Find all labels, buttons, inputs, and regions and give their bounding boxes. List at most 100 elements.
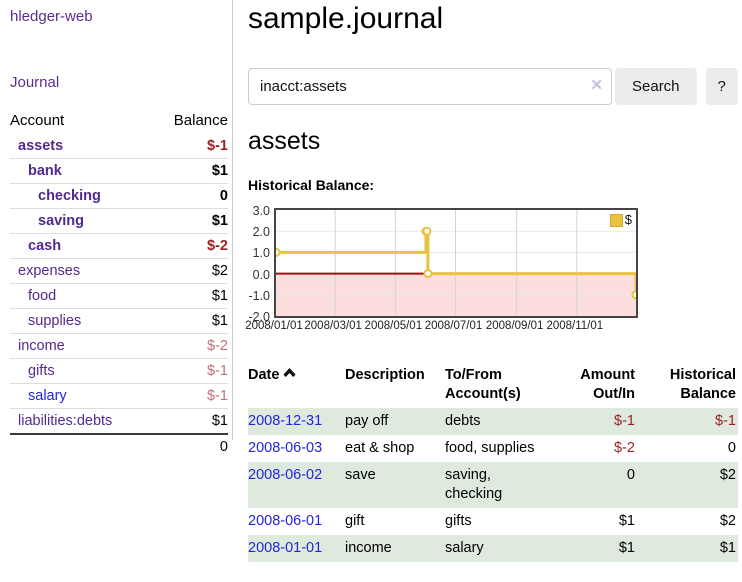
transaction-description: income [345,535,445,562]
account-balance: $1 [152,283,228,309]
account-link[interactable]: checking [38,188,101,204]
transaction-balance: 0 [727,440,736,456]
account-row: income $-2 [10,333,228,359]
chart-plot-area[interactable]: $ [271,208,641,318]
accounts-total-row: 0 [10,433,228,459]
account-row: expenses $2 [10,258,228,284]
chart-y-axis: 3.0 2.0 1.0 0.0 -1.0 -2.0 [248,205,270,324]
account-row: food $1 [10,283,228,309]
register-row: 2008-01-01 income salary $1 $1 [248,535,738,562]
transaction-balance: $-1 [643,408,738,435]
account-balance: $1 [152,158,228,184]
accounts-column-header: Account [10,112,65,129]
search-bar: ✕ Search ? [248,68,738,105]
transaction-amount: 0 [551,462,643,508]
account-balance: $1 [152,408,228,434]
accounts-table-header: Account Balance [10,109,228,134]
chart-title: Historical Balance: [248,177,375,193]
transaction-amount: $1 [618,513,635,529]
description-column-header: Description [345,367,425,383]
transaction-date-link[interactable]: 2008-06-03 [248,440,323,456]
x-axis-tick-label: 2008/03/01 [304,320,362,332]
y-axis-tick-label: -2.0 [248,310,270,324]
chart-x-axis: 2008/01/01 2008/03/01 2008/05/01 2008/07/01… [245,320,638,336]
register-table: Date Description To/From Account(s) Amou… [248,364,738,562]
account-link[interactable]: expenses [18,263,81,279]
transaction-amount: $-2 [614,440,635,456]
transaction-accounts: food, supplies [445,440,535,456]
transaction-accounts: gifts [445,513,472,529]
historical-balance-chart: 3.0 2.0 1.0 0.0 -1.0 -2.0 $ 2008/01/01 2008/03… [245,205,738,338]
account-balance: $2 [152,258,228,284]
transaction-amount: $1 [551,535,643,562]
page-title: sample.journal [248,2,444,35]
help-button[interactable]: ? [705,68,738,105]
account-link[interactable]: supplies [28,313,82,329]
account-row: liabilities:debts $1 [10,408,228,434]
transaction-date-link[interactable]: 2008-06-02 [248,467,323,483]
account-balance: $1 [152,208,228,234]
sidebar-item-journal[interactable]: Journal [10,74,60,91]
date-column-header[interactable]: Date [248,364,345,408]
balance-column-header: Balance [173,112,228,129]
transaction-date-link[interactable]: 2008-12-31 [248,413,323,429]
account-balance: $1 [152,308,228,334]
transaction-balance: $2 [643,462,738,508]
y-axis-tick-label: 0.0 [252,267,270,282]
transaction-description: save [345,462,445,508]
account-row: supplies $1 [10,308,228,334]
account-link[interactable]: assets [18,138,64,154]
y-axis-tick-label: 3.0 [252,204,270,218]
sidebar: hledger-web Journal Account Balance asse… [0,0,233,459]
register-row: 2008-06-02 save saving, checking 0 $2 [248,462,738,508]
x-axis-tick-label: 2008/01/01 [245,320,303,332]
transaction-date-link[interactable]: 2008-06-01 [248,513,323,529]
sort-ascending-icon [283,366,297,385]
clear-search-icon[interactable]: ✕ [590,77,603,94]
app-brand-link[interactable]: hledger-web [10,8,93,25]
transaction-description: pay off [345,408,445,435]
transaction-accounts: salary [445,535,551,562]
account-link[interactable]: gifts [28,363,55,379]
x-axis-tick-label: 2008/07/01 [424,320,483,332]
accounts-table: Account Balance assets $-1 bank $1 check… [10,109,228,459]
x-axis-tick-label: 2008/09/01 [485,320,544,332]
search-button[interactable]: Search [615,68,697,105]
account-balance: $-1 [152,383,228,409]
account-heading: assets [248,127,321,155]
y-axis-tick-label: 1.0 [252,246,270,261]
account-row: bank $1 [10,158,228,184]
register-row: 2008-12-31 pay off debts $-1 $-1 [248,408,738,435]
transaction-accounts: saving, checking [445,462,551,508]
account-link[interactable]: cash [28,238,62,254]
account-balance: $-1 [152,358,228,384]
balance-column-header: Historical Balance [669,367,736,402]
search-input[interactable] [248,68,612,105]
account-link[interactable]: food [28,288,57,304]
x-axis-tick-label: 2008/05/01 [364,320,423,332]
accounts-column-header: To/From Account(s) [445,367,521,402]
register-header-row: Date Description To/From Account(s) Amou… [248,364,738,408]
register-row: 2008-06-01 gift gifts $1 $2 [248,508,738,535]
account-link[interactable]: income [18,338,65,354]
x-axis-tick-label: 2008/11/01 [546,320,604,332]
transaction-date-link[interactable]: 2008-01-01 [248,540,323,556]
account-balance: 0 [152,183,228,209]
transaction-balance: $1 [643,535,738,562]
account-row: salary $-1 [10,383,228,409]
legend-label: $ [624,212,632,227]
chart-legend: $ [608,212,633,227]
transaction-description: eat & shop [345,440,415,456]
account-link[interactable]: saving [38,213,84,229]
register-row: 2008-06-03 eat & shop food, supplies $-2… [248,435,738,462]
account-link[interactable]: bank [28,163,62,179]
account-row: checking 0 [10,183,228,209]
account-link[interactable]: liabilities:debts [18,413,113,429]
amount-column-header: Amount Out/In [580,367,635,402]
account-link[interactable]: salary [28,388,67,404]
main-content: sample.journal ✕ Search ? assets Histori… [245,0,738,562]
chart-canvas [271,210,641,316]
account-balance: $-2 [152,233,228,259]
account-row: cash $-2 [10,233,228,259]
transaction-amount: $-1 [551,408,643,435]
